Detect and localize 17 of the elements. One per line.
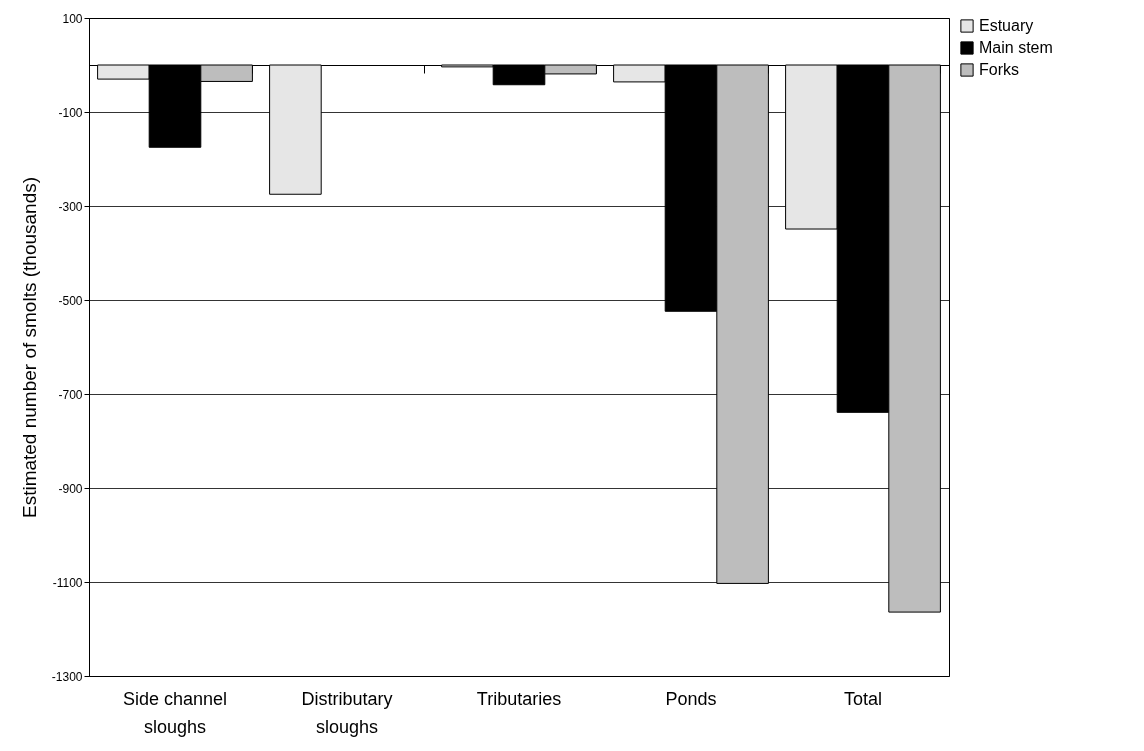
y-tick-label: -500 [58, 293, 83, 308]
x-tick-label: Ponds [665, 688, 717, 709]
x-tick-label: Side channel sloughs [122, 688, 228, 737]
legend-label: Forks [979, 61, 1019, 78]
y-tick-label: 100 [62, 11, 83, 26]
legend-label: Main stem [979, 39, 1053, 56]
legend-label: Estuary [979, 17, 1034, 34]
y-axis-title: Estimated number of smolts (thousands) [18, 176, 40, 519]
y-tick-label: -300 [58, 199, 83, 214]
y-tick-label: -100 [58, 105, 83, 120]
y-tick-label: -1100 [52, 575, 83, 590]
y-tick-label: -700 [58, 387, 83, 402]
x-tick-label: Distributary sloughs [301, 688, 393, 737]
y-tick-label: -1300 [51, 669, 83, 684]
x-tick-label: Tributaries [476, 688, 562, 709]
x-tick-label: Total [843, 688, 883, 709]
y-tick-label: -900 [58, 481, 83, 496]
